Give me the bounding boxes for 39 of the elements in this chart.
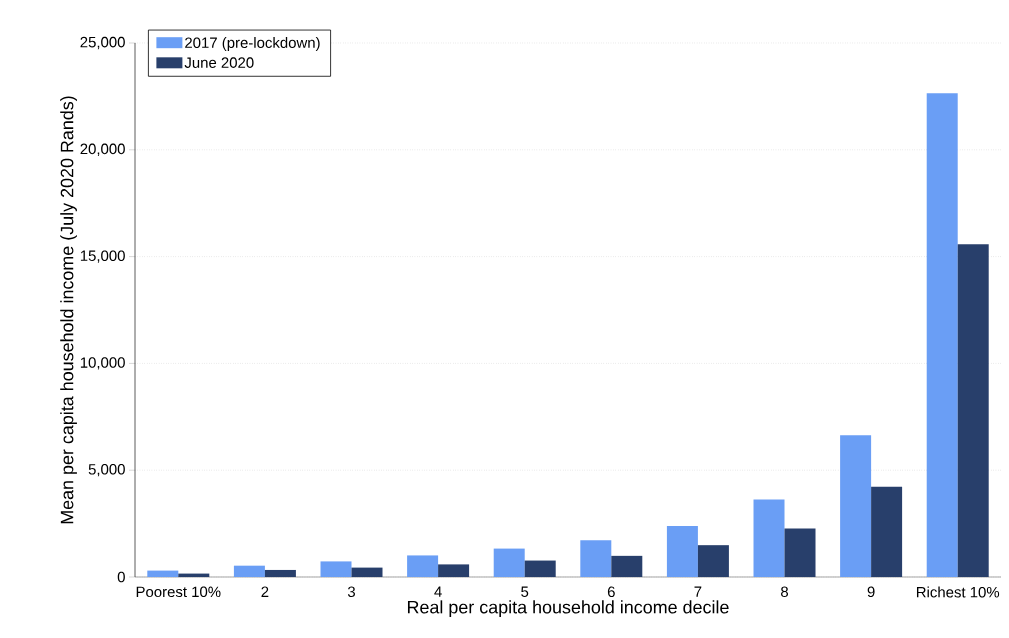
bar [320, 561, 352, 577]
bar [351, 567, 383, 577]
bar [753, 499, 785, 577]
bar [233, 565, 265, 577]
y-tick-label: 15,000 [80, 250, 125, 263]
bar [784, 528, 816, 577]
bar [493, 548, 525, 577]
x-tick-label: Richest 10% [916, 586, 1000, 598]
bar [524, 560, 556, 577]
x-tick-label: 4 [434, 586, 442, 597]
x-tick-label: 8 [781, 586, 789, 598]
x-tick-label: Poorest 10% [136, 586, 221, 598]
legend-label: 2017 (pre-lockdown) [185, 37, 320, 51]
bar [147, 570, 179, 577]
bar [697, 545, 729, 577]
bar [871, 486, 903, 577]
bar [407, 555, 439, 577]
bar [580, 540, 612, 577]
bar [666, 525, 698, 577]
x-tick-label: 9 [867, 586, 875, 598]
bar [926, 93, 958, 577]
bar [264, 569, 296, 577]
legend-label: June 2020 [184, 57, 254, 68]
y-tick-label: 10,000 [80, 357, 125, 370]
x-tick-label: 6 [607, 586, 615, 598]
x-tick-label: 5 [521, 586, 529, 597]
bar [611, 555, 643, 577]
y-tick-label: 20,000 [80, 143, 125, 156]
bar [840, 435, 872, 577]
bar [438, 564, 470, 577]
y-tick-label: 25,000 [80, 36, 125, 50]
x-tick-label: 2 [261, 586, 269, 597]
y-tick-label: 5,000 [88, 464, 125, 477]
x-tick-label: 7 [694, 586, 702, 597]
y-axis-title: Mean per capita household income (July 2020 Rands) [60, 96, 77, 524]
x-axis-title: Real per capita household income decile [407, 600, 729, 618]
bar [957, 244, 989, 577]
y-tick-label: 0 [117, 571, 125, 583]
x-tick-label: 3 [347, 586, 355, 598]
